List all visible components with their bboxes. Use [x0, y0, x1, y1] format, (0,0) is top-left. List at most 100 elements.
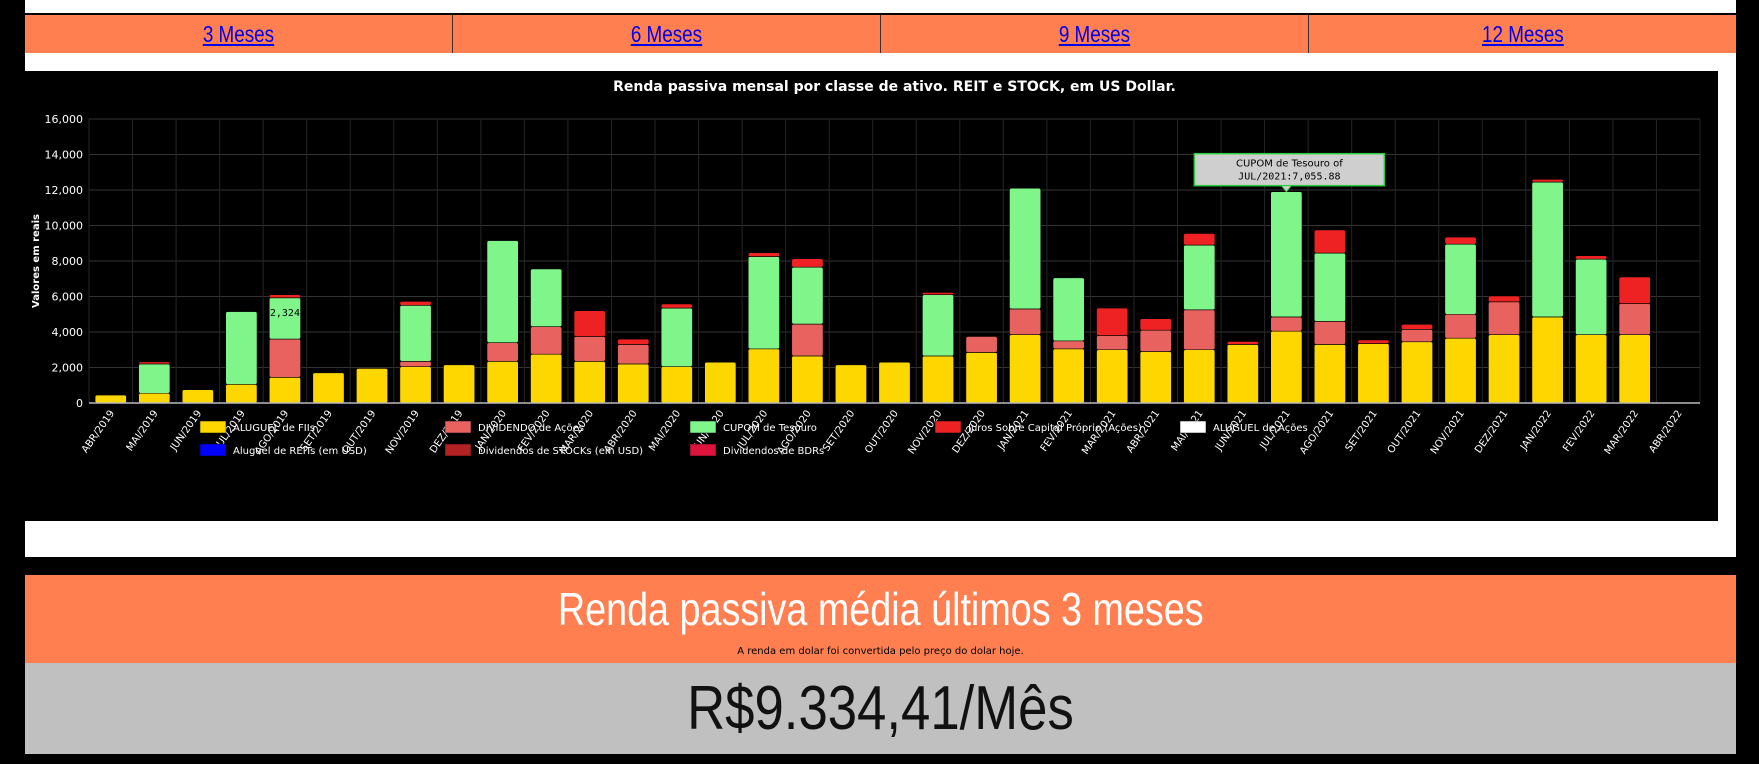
bar-segment — [94, 394, 127, 404]
bar-segment — [965, 352, 998, 404]
bar-segment — [1531, 181, 1564, 318]
bar-segment — [1226, 341, 1259, 345]
bar-segment — [138, 361, 171, 365]
legend-swatch — [199, 420, 227, 434]
average-banner: Renda passiva média últimos 3 meses A re… — [25, 575, 1736, 663]
x-tick-label: MAI/2020 — [647, 408, 683, 453]
y-axis-label: Valores em reais — [31, 214, 42, 308]
bar-segment — [1052, 340, 1085, 350]
bar-segment — [573, 360, 606, 404]
bar-segment — [268, 338, 301, 378]
y-tick-label: 4,000 — [52, 326, 84, 339]
bar-segment — [1313, 321, 1346, 345]
legend-swatch — [444, 420, 472, 434]
tab-12-meses-link[interactable]: 12 Meses — [1481, 20, 1564, 47]
y-tick-label: 12,000 — [45, 184, 84, 197]
bar-segment — [1009, 334, 1042, 404]
x-tick-label: MAR/2022 — [1603, 408, 1641, 456]
x-tick-label: SET/2020 — [821, 408, 857, 453]
tooltip-box — [1193, 152, 1386, 187]
bar-segment — [268, 376, 301, 404]
legend-label: DIVIDENDO de Ações — [478, 423, 584, 434]
x-tick-label: JAN/2022 — [1518, 408, 1554, 453]
bar-segment — [1444, 236, 1477, 245]
bar-segment — [138, 392, 171, 404]
bar-segment — [791, 323, 824, 357]
income-chart: Renda passiva mensal por classe de ativo… — [31, 79, 1701, 457]
tab-3-meses[interactable]: 3 Meses — [25, 15, 452, 53]
bar-segment — [573, 310, 606, 337]
bar-segment — [1488, 295, 1521, 303]
legend-swatch — [444, 443, 472, 457]
x-tick-label: OUT/2021 — [1386, 408, 1424, 455]
bar-segment — [1183, 349, 1216, 404]
bar-segment — [878, 361, 911, 404]
tooltip-pointer — [1280, 185, 1293, 193]
x-tick-label: MAI/2019 — [125, 408, 161, 453]
x-tick-label: ABR/2019 — [80, 408, 117, 455]
chart-title: Renda passiva mensal por classe de ativo… — [613, 79, 1176, 95]
legend-swatch — [689, 420, 717, 434]
bar-segment — [660, 303, 693, 309]
bar-segment — [1444, 243, 1477, 315]
tab-9-meses-link[interactable]: 9 Meses — [1058, 20, 1131, 47]
bar-segment — [1488, 301, 1521, 335]
tooltip-line-1: CUPOM de Tesouro of — [1236, 159, 1343, 170]
bar-segment — [1139, 329, 1172, 352]
y-tick-label: 6,000 — [52, 291, 84, 304]
bar-segment — [1183, 309, 1216, 351]
bar-segment — [791, 258, 824, 268]
legend-label: Juros Sobre Capital Próprio (Ações) — [967, 422, 1142, 434]
tooltip-line-2: JUL/2021:7,055.88 — [1238, 172, 1340, 183]
bar-segment — [922, 292, 955, 296]
bar-segment — [1009, 308, 1042, 335]
bar-segment — [1401, 324, 1433, 330]
tab-9-meses[interactable]: 9 Meses — [880, 15, 1308, 53]
bar-segment — [834, 364, 867, 404]
legend-swatch — [689, 443, 717, 457]
legend-label: CUPOM de Tesouro — [723, 423, 817, 434]
average-title: Renda passiva média últimos 3 meses — [557, 583, 1204, 635]
tab-12-meses[interactable]: 12 Meses — [1308, 15, 1736, 53]
bar-segment — [399, 366, 432, 404]
bar-segment — [1575, 334, 1608, 404]
bar-segment — [1531, 316, 1564, 404]
bar-segment — [922, 355, 955, 404]
bar-segment — [1618, 276, 1651, 304]
bar-segment — [1357, 343, 1390, 404]
legend-label: ALUGUEL de Ações — [1213, 423, 1308, 434]
average-value-box: R$9.334,41/Mês — [25, 663, 1736, 754]
bar-segment — [1270, 191, 1303, 318]
bar-segment — [1401, 329, 1433, 343]
x-tick-label: NOV/2019 — [384, 408, 422, 456]
average-value: R$9.334,41/Mês — [687, 674, 1074, 743]
legend-label: Aluguel de REITs (em USD) — [233, 446, 367, 457]
y-tick-label: 10,000 — [45, 220, 84, 233]
bar-segment — [530, 353, 563, 404]
legend-label: Dividendos de STOCKs (em USD) — [478, 446, 643, 457]
bar-segment — [1139, 351, 1172, 404]
bar-segment — [1270, 330, 1303, 404]
bar-segment — [922, 294, 955, 357]
x-tick-label: JUN/2019 — [168, 408, 204, 453]
x-tick-label: FEV/2022 — [1561, 408, 1597, 453]
bar-segment — [312, 372, 345, 404]
y-tick-label: 2,000 — [52, 362, 84, 375]
y-tick-label: 8,000 — [52, 255, 84, 268]
x-tick-label: OUT/2020 — [863, 408, 901, 455]
bar-segment — [399, 305, 432, 362]
bar-segment — [660, 307, 693, 367]
tab-3-meses-link[interactable]: 3 Meses — [202, 20, 275, 47]
bar-segment — [1618, 303, 1651, 335]
legend-swatch — [1179, 420, 1207, 434]
tab-6-meses-link[interactable]: 6 Meses — [630, 20, 703, 47]
y-tick-label: 14,000 — [45, 149, 84, 162]
bar-segment — [399, 360, 432, 367]
y-tick-label: 0 — [76, 397, 83, 410]
bar-segment — [704, 361, 737, 404]
bar-segment — [1009, 187, 1042, 310]
bar-segment — [791, 266, 824, 325]
tab-6-meses[interactable]: 6 Meses — [452, 15, 880, 53]
bar-segment — [747, 256, 780, 350]
bar-segment — [1444, 313, 1477, 339]
